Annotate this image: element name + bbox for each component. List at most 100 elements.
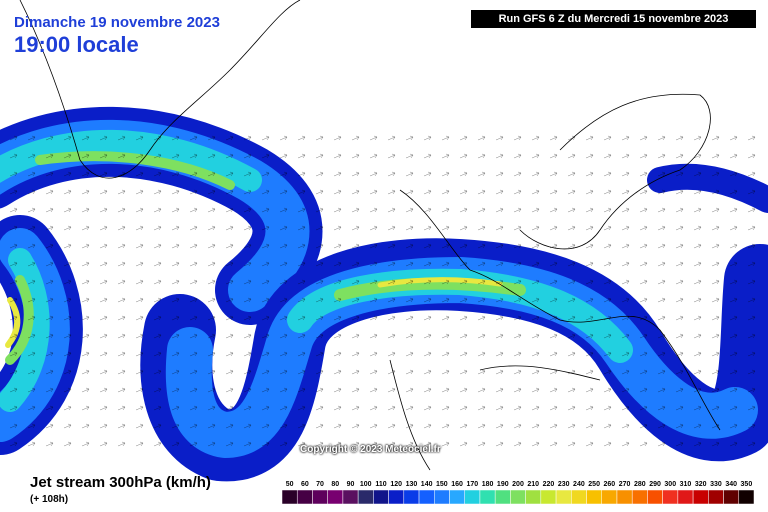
- wind-arrow: [351, 207, 360, 213]
- africa-coast: [389, 359, 601, 471]
- wind-arrow: [567, 207, 576, 213]
- wind-arrow: [225, 207, 234, 213]
- run-info: Run GFS 6 Z du Mercredi 15 novembre 2023: [471, 10, 756, 28]
- wind-arrow: [711, 225, 720, 231]
- wind-arrow: [315, 261, 324, 267]
- wind-arrow: [477, 387, 486, 393]
- wind-arrow: [369, 405, 378, 411]
- wind-arrow: [477, 225, 486, 231]
- wind-arrow: [207, 171, 216, 177]
- wind-arrow: [99, 297, 108, 303]
- wind-arrow: [153, 405, 162, 411]
- wind-arrow: [297, 171, 306, 177]
- wind-arrow: [675, 351, 684, 357]
- wind-arrow: [639, 315, 648, 321]
- wind-arrow: [531, 297, 540, 303]
- wind-arrow: [81, 405, 90, 411]
- wind-arrow: [567, 279, 576, 285]
- wind-arrow: [333, 423, 342, 429]
- wind-arrow: [495, 351, 504, 357]
- wind-arrow: [621, 279, 630, 285]
- wind-arrow: [27, 387, 36, 393]
- wind-arrow: [513, 207, 522, 213]
- wind-arrow: [9, 207, 18, 213]
- wind-arrow: [423, 333, 432, 339]
- wind-arrow: [621, 297, 630, 303]
- wind-arrow: [657, 153, 666, 159]
- wind-arrow: [27, 243, 36, 249]
- wind-arrow: [657, 297, 666, 303]
- wind-arrow: [243, 297, 252, 303]
- wind-arrow: [351, 297, 360, 303]
- wind-arrow: [315, 243, 324, 249]
- wind-arrow: [387, 207, 396, 213]
- wind-arrow: [225, 297, 234, 303]
- wind-arrow: [351, 189, 360, 195]
- wind-arrow: [189, 351, 198, 357]
- wind-arrow: [117, 261, 126, 267]
- wind-arrow: [423, 369, 432, 375]
- wind-arrow: [567, 441, 576, 447]
- wind-arrow: [747, 387, 756, 393]
- wind-arrow: [405, 315, 414, 321]
- wind-arrow: [711, 405, 720, 411]
- wind-arrow: [225, 279, 234, 285]
- wind-arrow: [693, 171, 702, 177]
- wind-arrow: [549, 387, 558, 393]
- wind-arrow: [243, 243, 252, 249]
- wind-arrow: [621, 351, 630, 357]
- wind-arrow: [315, 405, 324, 411]
- wind-arrow: [369, 171, 378, 177]
- wind-arrow: [585, 315, 594, 321]
- wind-arrow: [261, 423, 270, 429]
- wind-arrow: [27, 315, 36, 321]
- wind-arrow: [9, 297, 18, 303]
- wind-arrow: [495, 135, 504, 141]
- wind-arrow: [99, 261, 108, 267]
- wind-arrow: [441, 423, 450, 429]
- wind-arrow: [135, 387, 144, 393]
- wind-arrow: [639, 189, 648, 195]
- wind-arrow: [81, 135, 90, 141]
- wind-arrow: [315, 135, 324, 141]
- wind-arrow: [747, 171, 756, 177]
- wind-arrow: [693, 369, 702, 375]
- wind-arrow: [549, 153, 558, 159]
- wind-arrow: [711, 423, 720, 429]
- wind-arrow: [567, 351, 576, 357]
- wind-arrow: [315, 369, 324, 375]
- wind-arrow: [585, 135, 594, 141]
- wind-arrow: [675, 441, 684, 447]
- wind-arrow: [729, 171, 738, 177]
- wind-arrow: [135, 315, 144, 321]
- wind-arrow: [729, 333, 738, 339]
- wind-arrow: [189, 405, 198, 411]
- wind-arrow: [423, 153, 432, 159]
- wind-arrow: [441, 405, 450, 411]
- wind-arrow: [243, 387, 252, 393]
- wind-arrow: [171, 441, 180, 447]
- wind-arrow: [117, 225, 126, 231]
- jet-band-atlantic: [140, 163, 768, 482]
- wind-arrow: [675, 297, 684, 303]
- wind-arrow: [603, 297, 612, 303]
- wind-arrow: [729, 315, 738, 321]
- wind-arrow: [441, 441, 450, 447]
- wind-arrow: [567, 423, 576, 429]
- wind-arrow: [747, 153, 756, 159]
- wind-arrow: [153, 387, 162, 393]
- wind-arrow: [459, 333, 468, 339]
- wind-arrow: [441, 351, 450, 357]
- wind-arrow: [441, 297, 450, 303]
- wind-arrow: [747, 189, 756, 195]
- wind-arrow: [9, 171, 18, 177]
- wind-arrow: [45, 387, 54, 393]
- wind-arrow: [171, 387, 180, 393]
- wind-arrow: [99, 369, 108, 375]
- wind-arrow: [531, 423, 540, 429]
- wind-arrow: [513, 351, 522, 357]
- wind-arrow: [117, 243, 126, 249]
- wind-arrow: [585, 207, 594, 213]
- wind-arrow: [63, 351, 72, 357]
- wind-arrow: [585, 369, 594, 375]
